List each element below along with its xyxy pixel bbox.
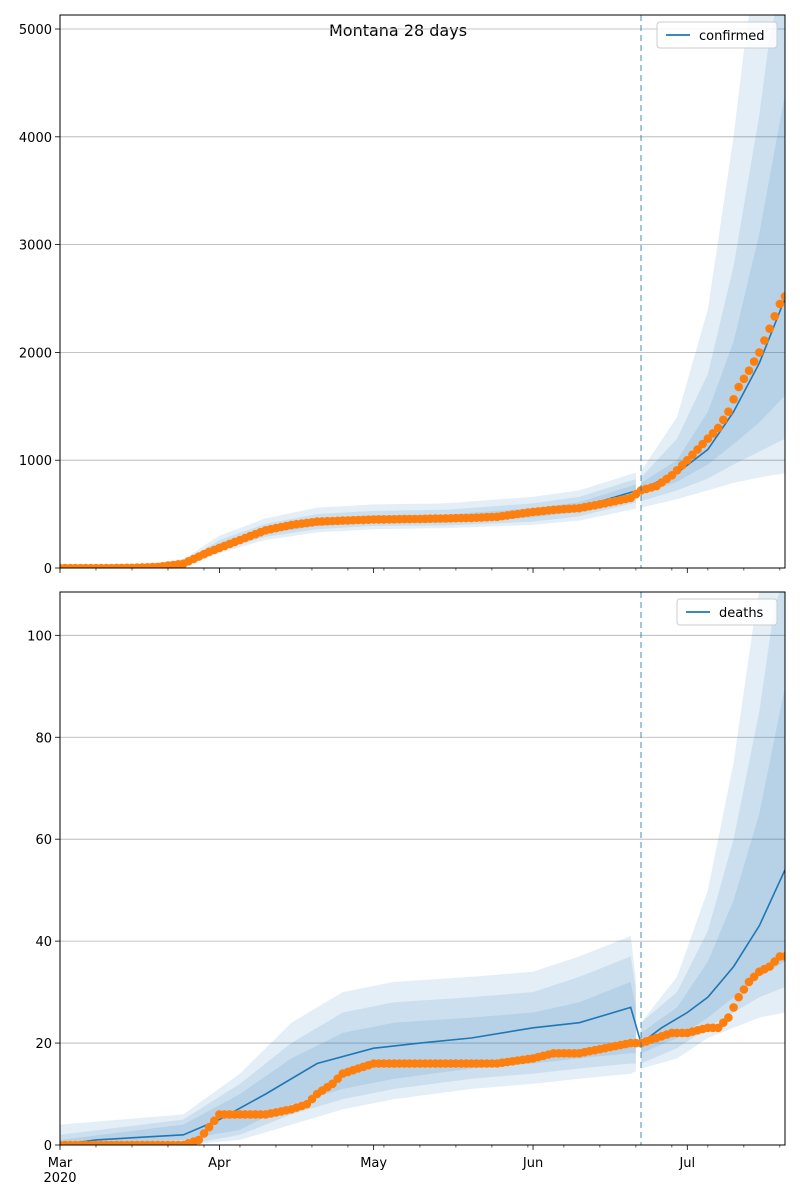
observed-point [780,292,785,301]
observed-point [775,299,785,309]
shared-x-axis: Mar Apr May Jun Jul 2020 [43,1156,695,1186]
y-tick-label: 100 [27,629,52,644]
y-tick-label: 4000 [19,131,52,146]
observed-point [199,1129,209,1138]
y-tick-label: 1000 [19,454,52,469]
observed-point [734,992,743,1002]
observed-point [693,445,702,454]
y-tick-label: 5000 [19,23,52,38]
observed-point [744,366,754,376]
observed-point [729,1003,738,1012]
observed-point [770,312,779,321]
observed-point [713,423,723,433]
observed-point [765,324,774,334]
observed-point [698,439,707,449]
y-tick-label: 80 [35,731,52,746]
observed-point [204,1122,214,1132]
observed-point [780,952,785,961]
plot-frame [59,14,786,569]
plot-frame [59,591,786,1146]
x-tick-label: Apr [208,1156,231,1171]
uncertainty-band [641,592,785,1064]
observed-point [734,382,743,392]
observed-point [739,374,749,384]
chart-title: Montana 28 days [329,21,467,40]
model-line [60,869,785,1145]
legend-label: confirmed [699,29,765,44]
observed-point [739,985,749,994]
plot-area [60,592,785,1145]
deaths-panel: 0 20 40 60 80 100 deaths [27,591,786,1154]
observed-point [703,434,713,443]
uncertainty-band [60,981,636,1145]
x-year-label: 2020 [43,1171,76,1186]
y-tick-label: 0 [44,562,52,577]
observed-point [755,348,764,357]
confirmed-panel: 0 1000 2000 3000 4000 5000 confirmed [19,14,786,577]
y-tick-label: 20 [35,1037,52,1052]
y-tick-label: 3000 [19,239,52,254]
x-tick-label: Mar [48,1156,73,1171]
observed-point [760,336,769,345]
uncertainty-band [60,956,636,1145]
uncertainty-band [641,15,785,502]
uncertainty-band [641,93,785,495]
uncertainty-band [641,15,785,508]
observed-point [724,407,733,417]
observed-point [708,429,718,438]
y-tick-label: 60 [35,833,52,848]
y-tick-label: 40 [35,935,52,950]
legend-label: deaths [719,606,764,621]
observed-point [683,455,692,465]
y-tick-label: 2000 [19,346,52,361]
observed-point [749,357,759,366]
x-tick-label: May [360,1156,387,1171]
observed-point [719,415,728,425]
observed-point [729,395,738,404]
observed-point [724,1013,733,1022]
uncertainty-band [60,936,636,1145]
observed-point [688,450,697,460]
plot-area [60,15,785,568]
legend-box [656,21,778,49]
legend-box [676,598,778,626]
observed-point [210,1116,219,1126]
x-tick-label: Jul [678,1156,695,1171]
observed-point [194,1135,204,1145]
y-tick-label: 0 [44,1139,52,1154]
x-tick-label: Jun [522,1156,543,1171]
uncertainty-band [641,686,785,1054]
uncertainty-band [641,592,785,1069]
